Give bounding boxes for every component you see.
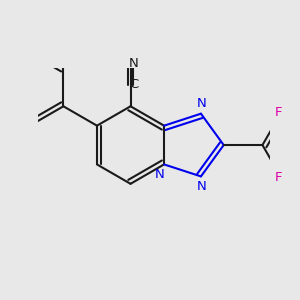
Text: N: N <box>129 56 138 70</box>
Text: F: F <box>275 171 283 184</box>
Text: F: F <box>275 106 283 119</box>
Text: N: N <box>197 97 206 110</box>
Text: C: C <box>129 79 138 92</box>
Text: N: N <box>155 168 164 181</box>
Text: N: N <box>197 180 206 193</box>
